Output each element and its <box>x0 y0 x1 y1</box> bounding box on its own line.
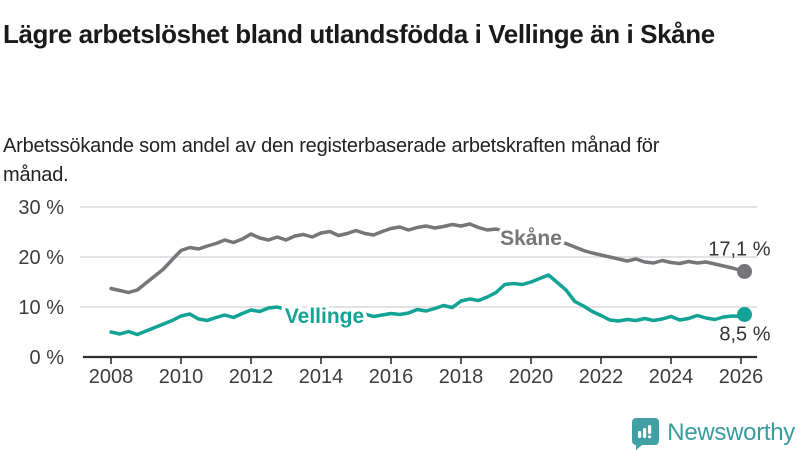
newsworthy-icon <box>632 417 660 450</box>
x-tick-label: 2024 <box>649 366 694 388</box>
y-tick-label: 30 % <box>18 197 64 219</box>
x-tick-label: 2026 <box>719 366 764 388</box>
end-value-label-vellinge: 8,5 % <box>719 324 770 346</box>
end-dot-vellinge <box>737 307 752 322</box>
series-label-skane: Skåne <box>500 227 562 250</box>
series-line-skane <box>109 222 747 295</box>
page-subtitle: Arbetssökande som andel av den registerb… <box>3 135 660 186</box>
y-tick-label: 10 % <box>18 297 64 319</box>
series-label-vellinge: Vellinge <box>285 305 364 328</box>
series-line-vellinge <box>109 273 747 337</box>
x-tick-label: 2012 <box>229 366 274 388</box>
x-tick-label: 2018 <box>439 366 484 388</box>
y-tick-label: 0 % <box>30 347 65 369</box>
page-title: Lägre arbetslöshet bland utlandsfödda i … <box>3 19 715 50</box>
x-tick-label: 2010 <box>159 366 204 388</box>
newsworthy-wordmark: Newsworthy <box>667 419 795 446</box>
line-chart: 0 % 10 % 20 % 30 % 2008 2010 2012 2014 2016 2018 2… <box>0 185 800 400</box>
x-tick-label: 2008 <box>89 366 134 388</box>
x-tick-label: 2020 <box>509 366 554 388</box>
x-tick-label: 2022 <box>579 366 624 388</box>
y-tick-label: 20 % <box>18 247 64 269</box>
x-tick-label: 2016 <box>369 366 414 388</box>
end-value-label-skane: 17,1 % <box>708 239 770 261</box>
chart-svg: 0 % 10 % 20 % 30 % 2008 2010 2012 2014 2016 2018 2… <box>18 197 770 388</box>
end-dot-skane <box>737 264 752 279</box>
x-tick-label: 2014 <box>299 366 344 388</box>
newsworthy-logo[interactable]: Newsworthy <box>631 416 795 450</box>
